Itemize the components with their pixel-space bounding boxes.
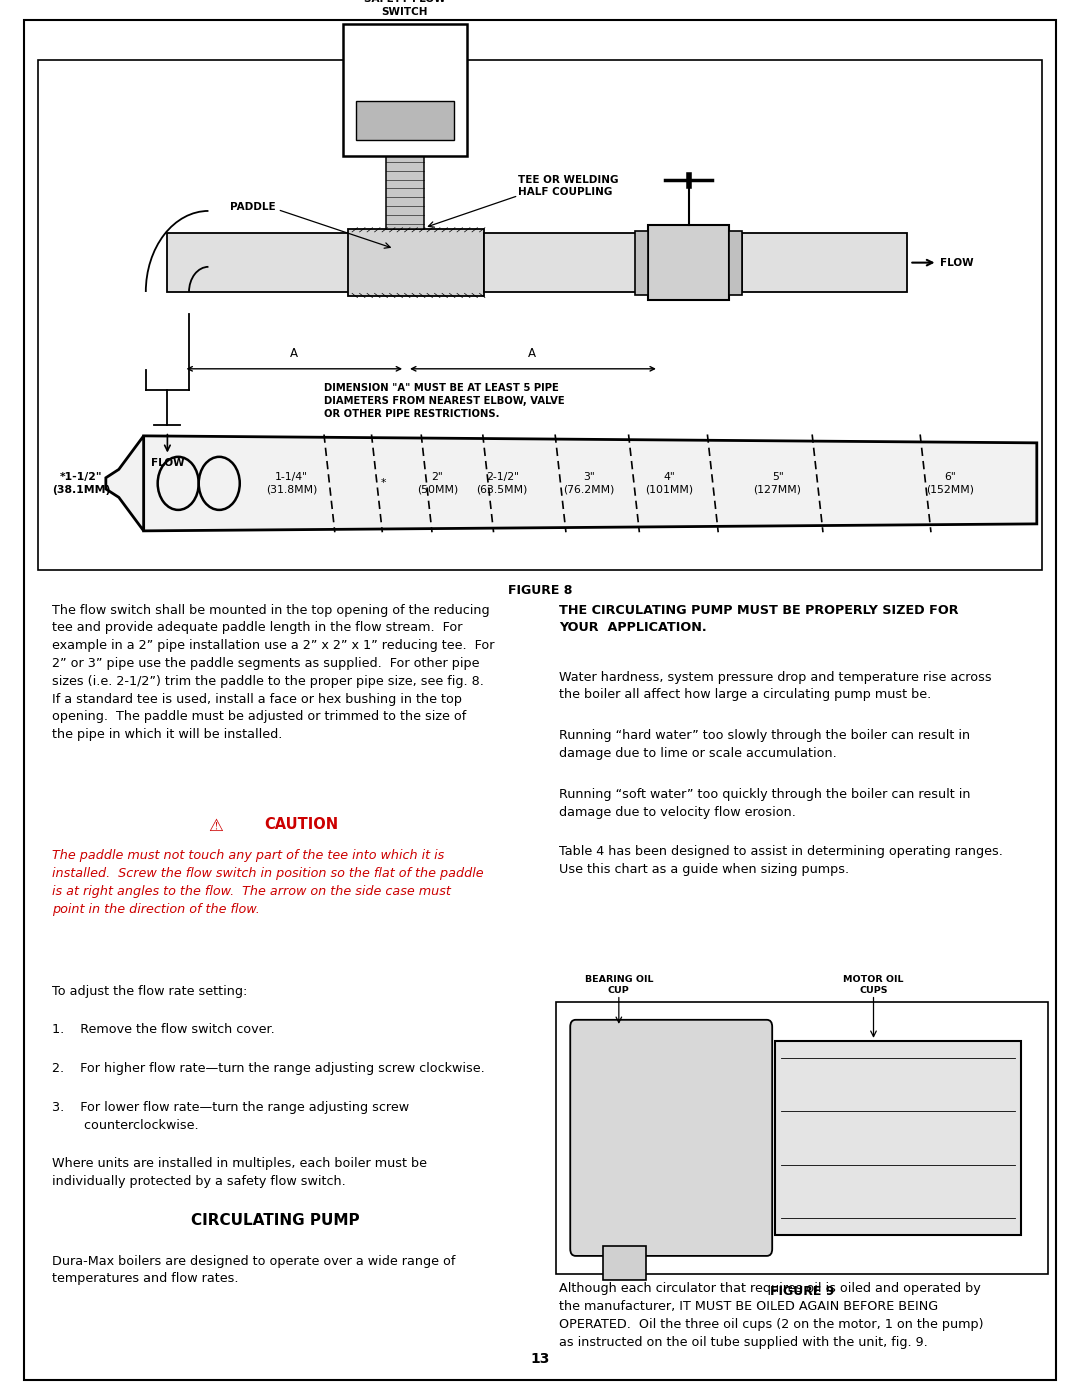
Text: 4"
(101MM): 4" (101MM) xyxy=(646,472,693,495)
FancyBboxPatch shape xyxy=(386,156,424,229)
Text: Dura-Max boilers are designed to operate over a wide range of
temperatures and f: Dura-Max boilers are designed to operate… xyxy=(52,1255,455,1285)
Text: TEE OR WELDING
HALF COUPLING: TEE OR WELDING HALF COUPLING xyxy=(518,175,619,197)
Text: 13: 13 xyxy=(530,1352,550,1366)
FancyBboxPatch shape xyxy=(343,24,468,156)
Text: CAUTION: CAUTION xyxy=(265,817,339,833)
Text: CIRCULATING PUMP: CIRCULATING PUMP xyxy=(191,1213,360,1228)
Text: 2-1/2"
(63.5MM): 2-1/2" (63.5MM) xyxy=(476,472,528,495)
Text: *: * xyxy=(381,478,386,489)
FancyBboxPatch shape xyxy=(729,231,742,295)
Text: 5"
(127MM): 5" (127MM) xyxy=(754,472,801,495)
FancyBboxPatch shape xyxy=(570,1020,772,1256)
FancyBboxPatch shape xyxy=(484,233,648,292)
FancyBboxPatch shape xyxy=(648,225,729,300)
FancyBboxPatch shape xyxy=(635,231,648,295)
FancyBboxPatch shape xyxy=(556,1002,1048,1274)
Text: SAFETY FLOW
SWITCH: SAFETY FLOW SWITCH xyxy=(364,0,446,17)
FancyBboxPatch shape xyxy=(348,229,484,296)
Text: FLOW: FLOW xyxy=(150,458,185,468)
Text: 2"
(50MM): 2" (50MM) xyxy=(417,472,458,495)
Text: Where units are installed in multiples, each boiler must be
individually protect: Where units are installed in multiples, … xyxy=(52,1157,427,1187)
Text: A: A xyxy=(528,348,536,360)
Text: PADDLE: PADDLE xyxy=(230,201,275,212)
FancyBboxPatch shape xyxy=(356,101,454,140)
Text: To adjust the flow rate setting:: To adjust the flow rate setting: xyxy=(52,985,247,997)
Text: FIGURE 8: FIGURE 8 xyxy=(508,584,572,597)
Text: 1-1/4"
(31.8MM): 1-1/4" (31.8MM) xyxy=(266,472,318,495)
FancyBboxPatch shape xyxy=(775,1041,1021,1235)
Text: The flow switch shall be mounted in the top opening of the reducing
tee and prov: The flow switch shall be mounted in the … xyxy=(52,604,495,740)
Text: MOTOR OIL
CUPS: MOTOR OIL CUPS xyxy=(843,975,904,995)
Text: 2.    For higher flow rate—turn the range adjusting screw clockwise.: 2. For higher flow rate—turn the range a… xyxy=(52,1062,485,1074)
FancyBboxPatch shape xyxy=(167,233,351,292)
Text: *1-1/2"
(38.1MM): *1-1/2" (38.1MM) xyxy=(52,472,110,495)
FancyBboxPatch shape xyxy=(603,1246,646,1280)
FancyBboxPatch shape xyxy=(24,20,1056,1380)
Polygon shape xyxy=(144,436,1037,531)
Text: Running “hard water” too slowly through the boiler can result in
damage due to l: Running “hard water” too slowly through … xyxy=(559,729,971,760)
FancyBboxPatch shape xyxy=(742,233,907,292)
Text: THE CIRCULATING PUMP MUST BE PROPERLY SIZED FOR
YOUR  APPLICATION.: THE CIRCULATING PUMP MUST BE PROPERLY SI… xyxy=(559,604,959,634)
Text: FIGURE 9: FIGURE 9 xyxy=(770,1285,834,1298)
Text: A: A xyxy=(291,348,298,360)
Text: BEARING OIL
CUP: BEARING OIL CUP xyxy=(584,975,653,995)
Text: 3.    For lower flow rate—turn the range adjusting screw
        counterclockwis: 3. For lower flow rate—turn the range ad… xyxy=(52,1101,409,1132)
Text: The paddle must not touch any part of the tee into which it is
installed.  Screw: The paddle must not touch any part of th… xyxy=(52,849,484,916)
Text: FLOW: FLOW xyxy=(940,257,973,268)
Text: DIMENSION "A" MUST BE AT LEAST 5 PIPE
DIAMETERS FROM NEAREST ELBOW, VALVE
OR OTH: DIMENSION "A" MUST BE AT LEAST 5 PIPE DI… xyxy=(324,383,565,419)
Text: Water hardness, system pressure drop and temperature rise across
the boiler all : Water hardness, system pressure drop and… xyxy=(559,671,993,701)
Text: 3"
(76.2MM): 3" (76.2MM) xyxy=(563,472,615,495)
Polygon shape xyxy=(106,436,144,531)
Text: Running “soft water” too quickly through the boiler can result in
damage due to : Running “soft water” too quickly through… xyxy=(559,788,971,819)
Text: Although each circulator that requires oil is oiled and operated by
the manufact: Although each circulator that requires o… xyxy=(559,1282,984,1350)
Text: F.W.: F.W. xyxy=(399,117,411,123)
Text: 6"
(152MM): 6" (152MM) xyxy=(927,472,974,495)
Text: Table 4 has been designed to assist in determining operating ranges.
Use this ch: Table 4 has been designed to assist in d… xyxy=(559,845,1003,876)
Text: ⚠: ⚠ xyxy=(208,817,224,835)
FancyBboxPatch shape xyxy=(38,60,1042,570)
Text: 1.    Remove the flow switch cover.: 1. Remove the flow switch cover. xyxy=(52,1023,274,1035)
